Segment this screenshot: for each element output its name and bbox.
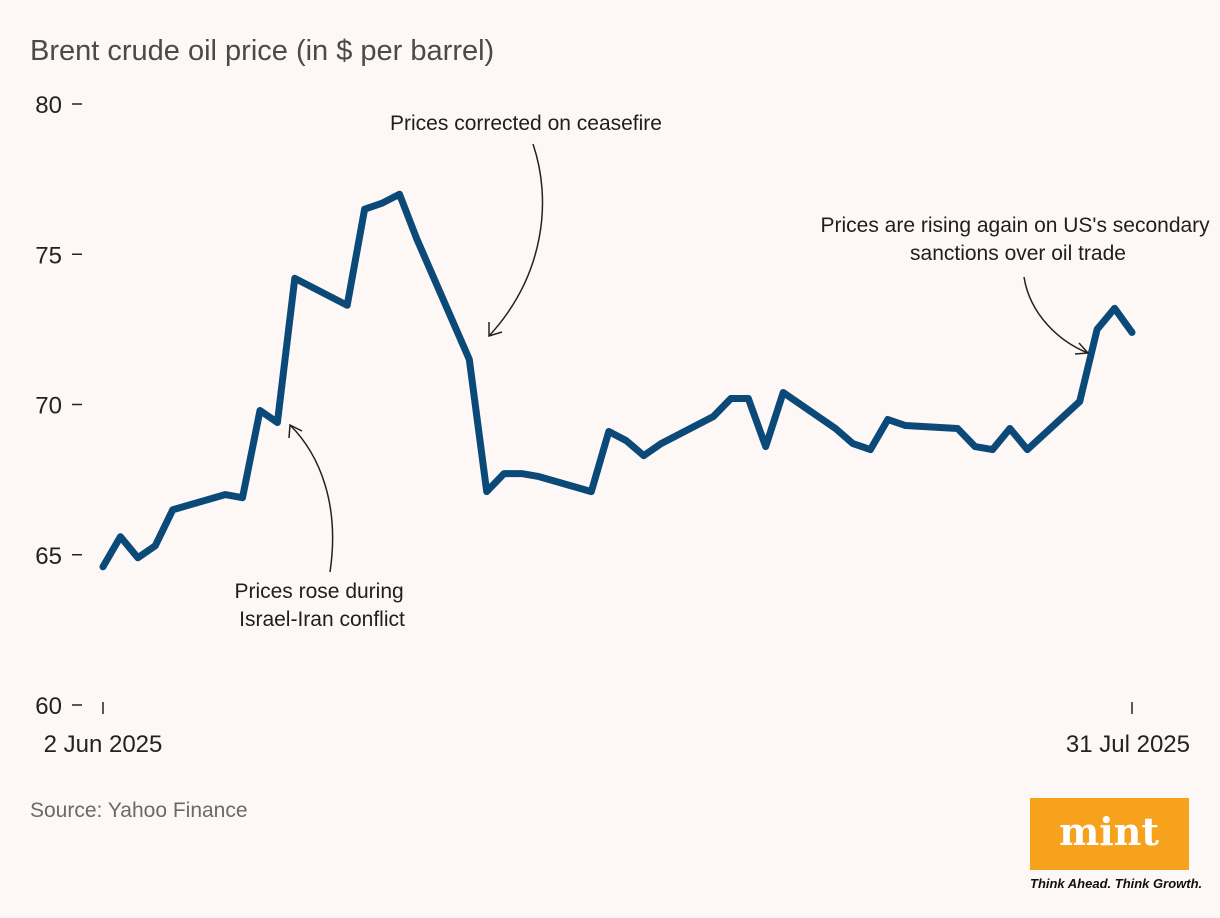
data-point [291,275,298,282]
data-point [134,554,142,561]
data-point [780,389,787,396]
data-point [588,488,595,495]
data-point [378,200,386,207]
data-point [762,443,769,450]
data-point [500,470,508,477]
source-note: Source: Yahoo Finance [30,799,248,822]
annotation-conflict-line-1: Prices rose during [234,580,403,603]
annotation-ceasefire-line-1: Prices corrected on ceasefire [390,112,662,135]
mint-logo-box [1030,798,1189,870]
data-point [1111,305,1118,312]
data-point [99,563,107,570]
data-point [413,236,421,243]
y-tick-label: 75 [35,242,62,269]
annotation-sanctions-arrow [1023,276,1089,354]
data-point [849,440,857,447]
data-point [902,422,909,429]
data-point [727,395,735,402]
data-point [657,440,665,447]
data-point [989,446,996,453]
annotation-conflict: Prices rose during Israel-Iran conflict [234,423,409,631]
mint-logo: mint Think Ahead. Think Growth. [1030,798,1202,891]
annotation-sanctions-arrowhead [1074,342,1090,355]
data-point [832,425,839,432]
data-point [466,356,473,363]
data-point [1006,425,1014,432]
annotation-ceasefire: Prices corrected on ceasefire [390,112,662,338]
data-point [256,407,264,414]
data-point [640,452,647,459]
data-point [483,488,490,495]
data-point [884,416,891,423]
annotation-conflict-line-2: Israel-Iran conflict [239,608,405,631]
y-tick-label: 70 [35,393,62,420]
series-line-brent [99,190,1136,571]
data-point [169,506,176,513]
svg-text:Prices rose during Israe: Prices rose during Israel-Iran conflict [234,580,409,631]
data-point [1093,326,1101,333]
annotation-ceasefire-arrow [488,143,544,337]
data-point [971,443,979,450]
data-point [117,533,124,540]
annotation-ceasefire-arrowhead [488,322,503,338]
data-point [535,473,543,480]
data-point [239,494,246,501]
data-point [152,542,159,549]
annotation-sanctions: Prices are rising again on US's secondar… [820,214,1215,355]
annotation-sanctions-line-2: sanctions over oil trade [910,242,1126,265]
data-point [396,191,403,198]
y-tick-label: 65 [35,543,62,570]
data-point [1076,398,1083,405]
data-point [274,419,281,426]
svg-text:Prices are rising again on US': Prices are rising again on US's secondar… [820,214,1215,265]
data-point [745,395,752,402]
data-point [867,446,874,453]
svg-text:Prices corrected on ceasefire: Prices corrected on ceasefire [390,112,662,135]
data-point [221,491,229,498]
mint-tagline: Think Ahead. Think Growth. [1030,876,1202,891]
annotation-sanctions-line-1: Prices are rising again on US's secondar… [820,214,1210,237]
data-point [710,413,717,420]
y-tick-label: 80 [35,92,62,119]
x-tick-label: 31 Jul 2025 [1066,731,1190,758]
y-axis: 80 75 70 65 60 [35,92,82,720]
chart-title: Brent crude oil price (in $ per barrel) [30,35,494,67]
x-axis: 2 Jun 2025 31 Jul 2025 [44,702,1190,758]
y-tick-label: 60 [35,693,62,720]
data-point [954,425,961,432]
series-layer [99,190,1136,571]
data-point [361,206,368,213]
annotation-conflict-arrowhead [288,423,303,439]
mint-logo-text: mint [1059,809,1159,854]
data-point [623,437,630,444]
data-point [1128,329,1136,336]
data-point [605,428,612,435]
data-point [344,302,351,309]
data-point [518,470,525,477]
annotation-conflict-arrow [289,424,334,573]
x-tick-label: 2 Jun 2025 [44,731,163,758]
data-point [1024,446,1031,453]
